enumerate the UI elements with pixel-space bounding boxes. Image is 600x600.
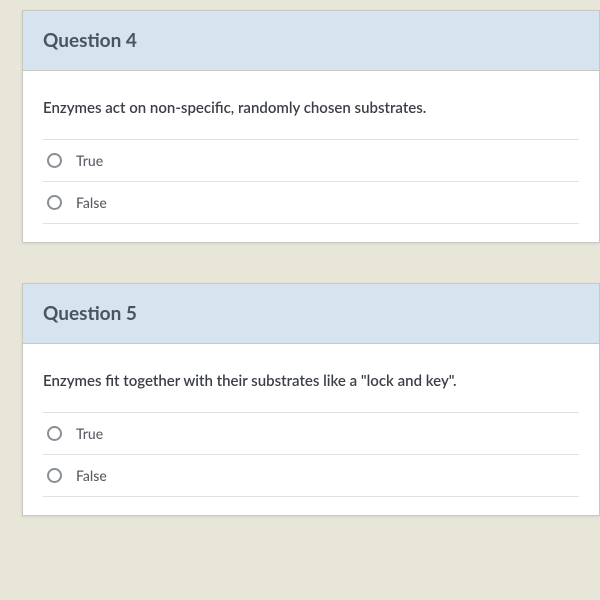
question-title: Question 4: [43, 29, 579, 52]
options-list: True False: [43, 412, 579, 497]
option-true[interactable]: True: [43, 413, 579, 455]
question-title: Question 5: [43, 302, 579, 325]
option-false[interactable]: False: [43, 182, 579, 224]
option-label: False: [76, 467, 107, 484]
question-body: Enzymes fit together with their substrat…: [23, 344, 599, 515]
options-list: True False: [43, 139, 579, 224]
radio-icon[interactable]: [47, 153, 62, 168]
question-header: Question 4: [23, 11, 599, 71]
question-card-5: Question 5 Enzymes fit together with the…: [22, 283, 600, 516]
question-prompt: Enzymes fit together with their substrat…: [43, 372, 579, 390]
question-header: Question 5: [23, 284, 599, 344]
radio-icon[interactable]: [47, 468, 62, 483]
question-card-4: Question 4 Enzymes act on non-specific, …: [22, 10, 600, 243]
question-body: Enzymes act on non-specific, randomly ch…: [23, 71, 599, 242]
option-false[interactable]: False: [43, 455, 579, 497]
option-label: True: [76, 425, 103, 442]
option-label: True: [76, 152, 103, 169]
radio-icon[interactable]: [47, 195, 62, 210]
question-prompt: Enzymes act on non-specific, randomly ch…: [43, 99, 579, 117]
radio-icon[interactable]: [47, 426, 62, 441]
option-label: False: [76, 194, 107, 211]
option-true[interactable]: True: [43, 140, 579, 182]
